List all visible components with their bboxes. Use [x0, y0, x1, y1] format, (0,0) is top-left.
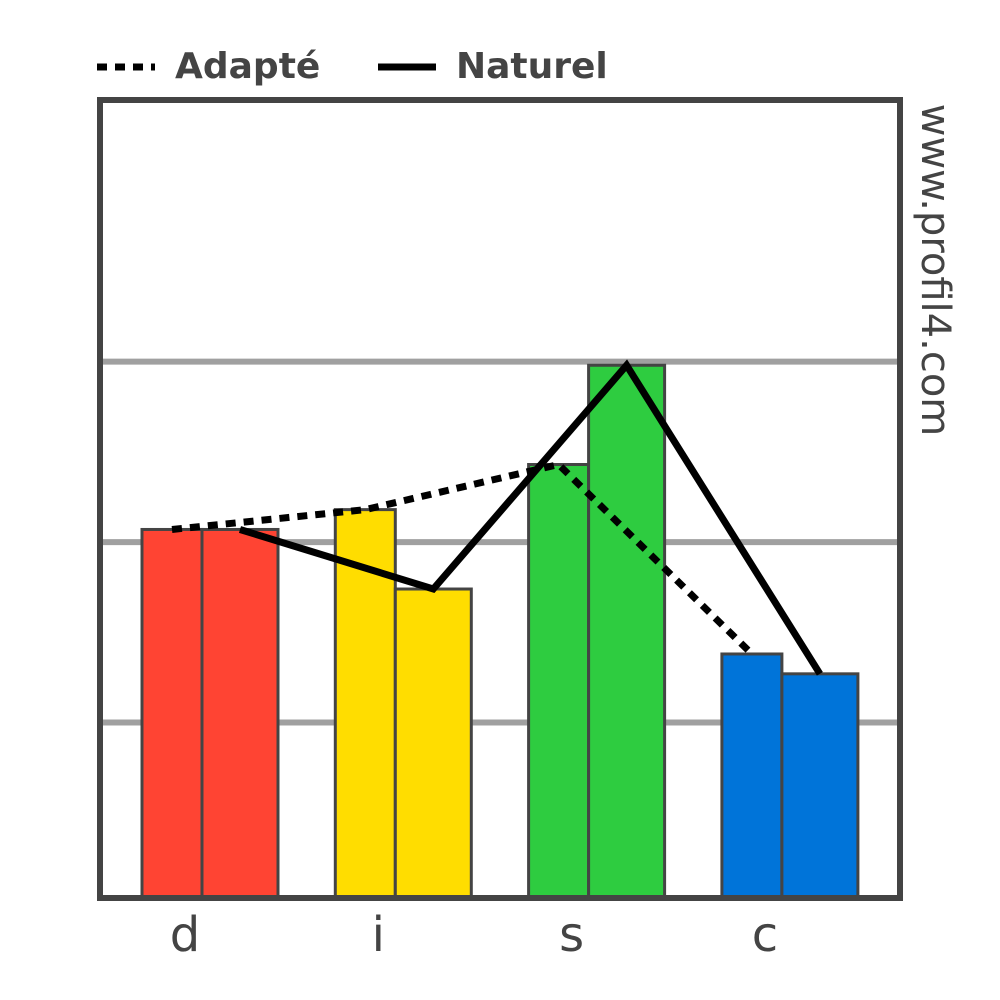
x-tick-label: c: [752, 907, 778, 963]
watermark: www.profil4.com: [912, 104, 958, 437]
legend-label: Naturel: [456, 46, 608, 87]
bar: [587, 363, 667, 900]
bar: [200, 527, 280, 900]
series-line: [238, 359, 823, 676]
series-line: [171, 460, 755, 657]
bar: [720, 652, 784, 900]
bar: [393, 587, 473, 900]
legend-label: Adapté: [175, 46, 320, 87]
x-tick-label: s: [559, 907, 584, 963]
bar: [780, 672, 860, 900]
x-tick-label: i: [372, 907, 385, 963]
plot-frame: [97, 97, 903, 901]
x-tick-label: d: [170, 907, 200, 963]
bar: [527, 463, 591, 900]
bar: [140, 527, 204, 900]
